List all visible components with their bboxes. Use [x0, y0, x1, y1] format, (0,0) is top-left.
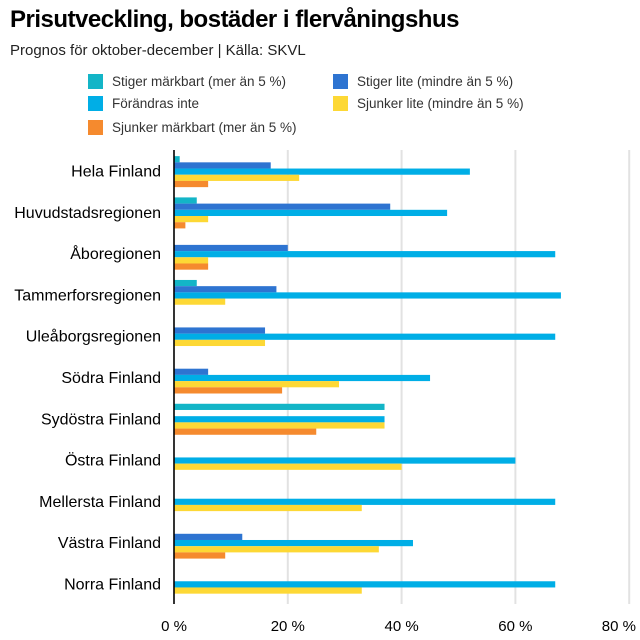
- legend-swatch: [88, 96, 103, 111]
- legend-item-sjunker-markbart: Sjunker märkbart (mer än 5 %): [88, 120, 297, 135]
- bar: [174, 197, 197, 204]
- legend-label: Förändras inte: [112, 96, 200, 111]
- bar: [174, 209, 448, 217]
- category-label: Huvudstadsregionen: [14, 205, 161, 222]
- bar: [174, 422, 385, 429]
- bar: [174, 546, 379, 553]
- legend-label: Sjunker märkbart (mer än 5 %): [112, 120, 297, 135]
- legend-label: Stiger lite (mindre än 5 %): [357, 74, 514, 89]
- bar: [174, 251, 556, 258]
- bar: [174, 168, 470, 175]
- legend-item-stiger-markbart: Stiger märkbart (mer än 5 %): [88, 74, 286, 89]
- legend-label: Sjunker lite (mindre än 5 %): [357, 96, 524, 111]
- category-label: Mellersta Finland: [39, 494, 161, 511]
- legend-swatch: [88, 120, 103, 135]
- bar: [174, 428, 317, 435]
- bar: [174, 244, 288, 252]
- bar: [174, 298, 226, 305]
- legend-item-forandras-inte: Förändras inte: [88, 96, 199, 111]
- category-label: Västra Finland: [58, 535, 161, 552]
- legend-item-stiger-lite: Stiger lite (mindre än 5 %): [333, 74, 513, 89]
- category-label: Norra Finland: [64, 576, 161, 593]
- category-label: Tammerforsregionen: [14, 287, 161, 304]
- category-label: Åboregionen: [70, 244, 161, 263]
- bar: [174, 203, 391, 210]
- x-tick-label: 60 %: [498, 618, 532, 635]
- bar: [174, 180, 209, 188]
- bar: [174, 286, 277, 293]
- legend-label: Stiger märkbart (mer än 5 %): [112, 74, 287, 89]
- legend-swatch: [333, 96, 348, 111]
- bar: [174, 279, 197, 287]
- bar: [174, 457, 516, 464]
- x-tick-label: 0 %: [161, 618, 187, 635]
- bar: [174, 368, 209, 375]
- bar: [174, 552, 226, 559]
- bar: [174, 533, 243, 540]
- bar: [174, 387, 283, 394]
- legend-swatch: [333, 74, 348, 89]
- category-label: Hela Finland: [71, 164, 161, 181]
- bar: [174, 498, 556, 505]
- bar: [174, 257, 209, 264]
- bar: [174, 374, 431, 382]
- bar: [174, 463, 402, 470]
- category-label: Östra Finland: [65, 452, 161, 470]
- legend-item-sjunker-lite: Sjunker lite (mindre än 5 %): [333, 96, 524, 111]
- x-tick-label: 40 %: [384, 618, 418, 635]
- bar: [174, 162, 271, 169]
- bar: [174, 381, 340, 388]
- bar: [174, 292, 561, 299]
- x-tick-label: 80 %: [602, 618, 636, 635]
- bar: [174, 504, 362, 512]
- bar: [174, 339, 266, 347]
- bar: [174, 222, 186, 229]
- bar: [174, 174, 300, 181]
- bar: [174, 416, 385, 423]
- bar: [174, 216, 209, 223]
- chart-title: Prisutveckling, bostäder i flervåningshu…: [10, 6, 459, 33]
- bar: [174, 156, 180, 163]
- bar: [174, 587, 362, 594]
- bar: [174, 327, 266, 334]
- bar: [174, 539, 413, 547]
- bar: [174, 581, 556, 588]
- bar: [174, 403, 385, 410]
- chart-subtitle: Prognos för oktober-december | Källa: SK…: [10, 42, 306, 59]
- category-label: Uleåborgsregionen: [26, 328, 161, 346]
- bar: [174, 263, 209, 270]
- bar: [174, 333, 556, 340]
- x-tick-label: 20 %: [271, 618, 305, 635]
- category-label: Södra Finland: [61, 370, 161, 387]
- legend-swatch: [88, 74, 103, 89]
- category-label: Sydöstra Finland: [41, 411, 161, 428]
